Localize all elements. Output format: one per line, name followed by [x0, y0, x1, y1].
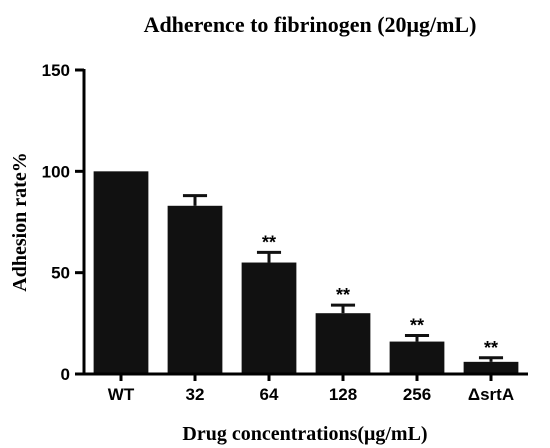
bar: [241, 262, 297, 374]
y-tick-label: 150: [42, 61, 70, 80]
x-tick-label: ΔsrtA: [468, 385, 514, 404]
bar: [389, 341, 445, 374]
bars-group: [93, 171, 519, 374]
significance-labels: ** ** ** **: [262, 232, 498, 357]
bar: [167, 205, 223, 374]
x-tick-label: 64: [260, 385, 279, 404]
x-tick-label: 128: [329, 385, 357, 404]
bar: [93, 171, 149, 374]
y-ticks: 0 50 100 150: [42, 61, 84, 384]
x-tick-label: 32: [186, 385, 205, 404]
y-tick-label: 100: [42, 162, 70, 181]
bar: [315, 313, 371, 374]
error-bars-group: [182, 194, 504, 362]
significance-label: **: [262, 232, 276, 252]
y-tick-label: 50: [51, 264, 70, 283]
significance-label: **: [484, 338, 498, 358]
x-tick-label: WT: [108, 385, 135, 404]
x-tick-label: 256: [403, 385, 431, 404]
significance-label: **: [410, 315, 424, 335]
y-tick-label: 0: [61, 365, 70, 384]
significance-label: **: [336, 285, 350, 305]
chart-title: Adherence to fibrinogen (20μg/mL): [144, 12, 477, 37]
y-axis-label: Adhesion rate%: [9, 152, 31, 291]
bar: [463, 361, 519, 374]
x-axis-label: Drug concentrations(μg/mL): [182, 423, 427, 445]
x-ticks: WT 32 64 128 256 ΔsrtA: [108, 374, 514, 404]
